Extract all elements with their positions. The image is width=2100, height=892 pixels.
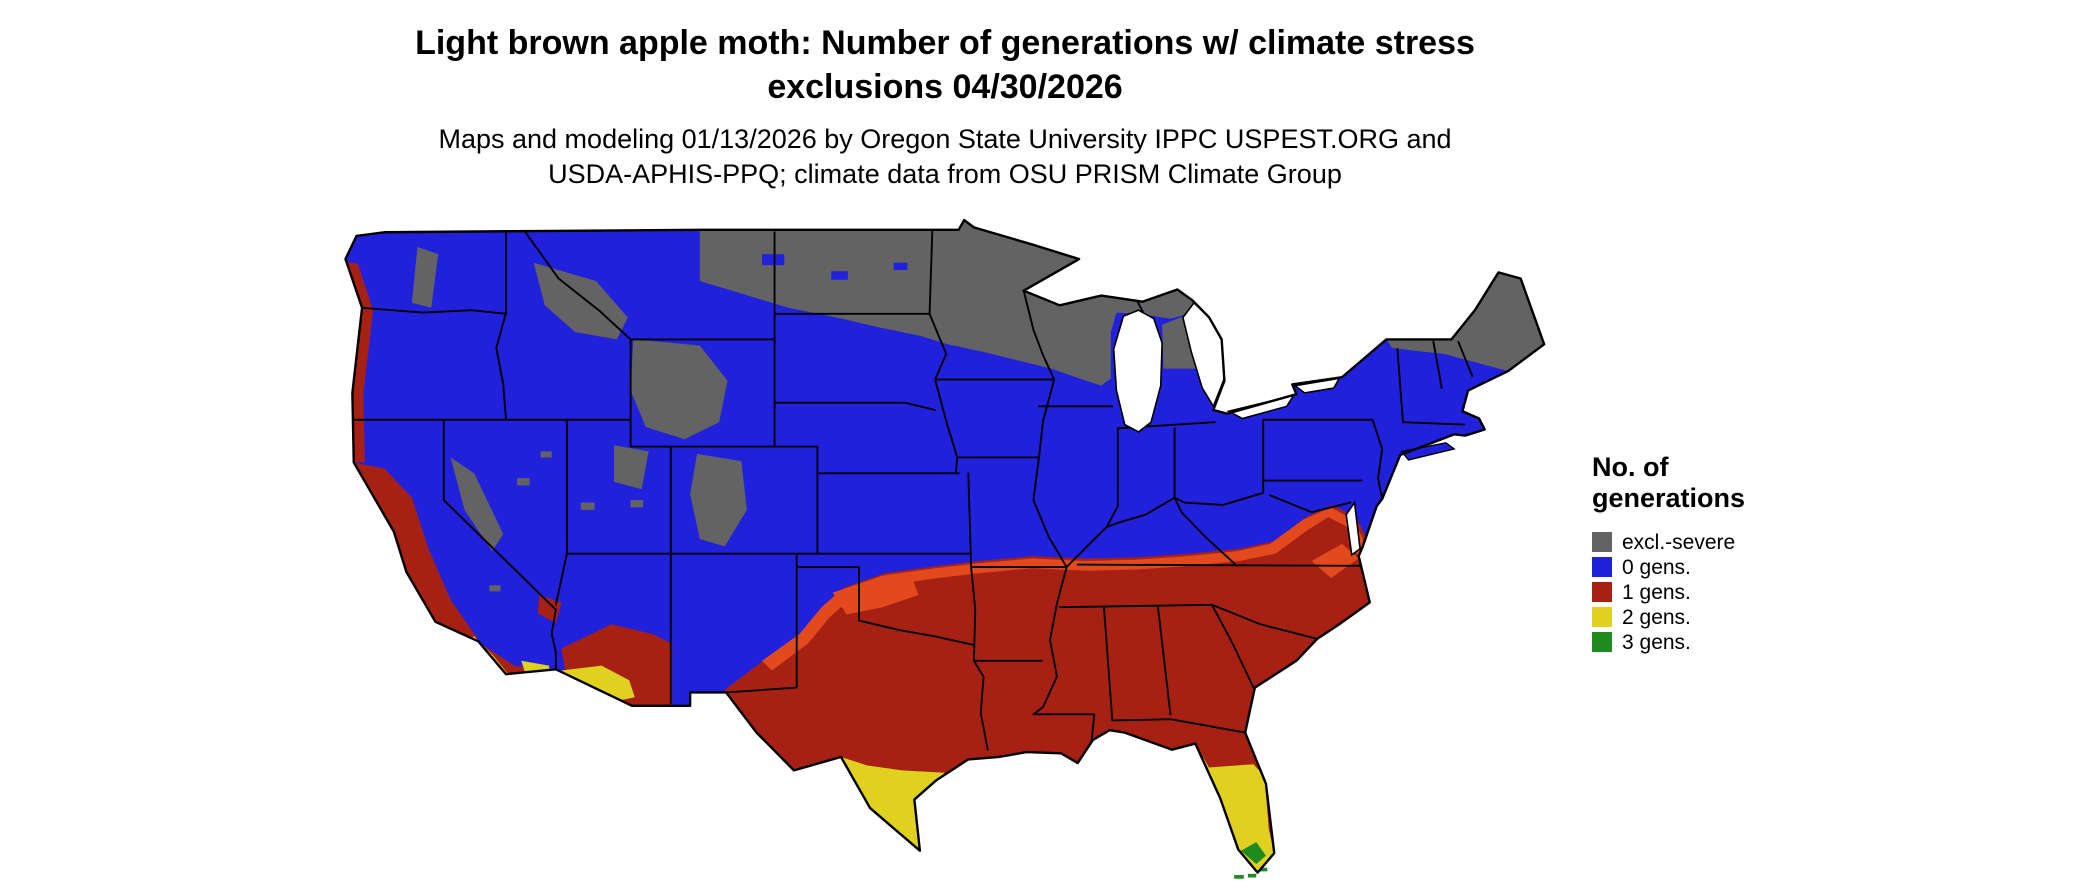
legend-items: excl.-severe 0 gens. 1 gens. 2 gens. 3 g… [1592,530,1832,655]
figure-subtitle: Maps and modeling 01/13/2026 by Oregon S… [0,122,1890,192]
map-region-3-gens [1241,842,1266,865]
legend-label: 0 gens. [1622,555,1691,579]
state-boundaries [352,230,1472,750]
legend-item: 1 gens. [1592,580,1832,605]
legend-item: 0 gens. [1592,555,1832,580]
legend-label: 3 gens. [1622,630,1691,654]
figure-title: Light brown apple moth: Number of genera… [0,22,1890,109]
map-region-excl-severe [411,220,1545,592]
legend-item: 2 gens. [1592,605,1832,630]
us-map-svg [333,214,1558,879]
legend-item: 3 gens. [1592,630,1832,655]
figure-title-line1: Light brown apple moth: Number of genera… [415,24,1475,62]
legend-title: No. of generations [1592,452,1832,514]
florida-keys [1234,867,1268,879]
legend-label: 1 gens. [1622,580,1691,604]
legend-label: excl.-severe [1622,530,1736,554]
map-region-1-gens-hot-band [762,507,1367,671]
us-outline [345,220,1544,873]
legend-title-line1: No. of [1592,452,1669,482]
figure-subtitle-line1: Maps and modeling 01/13/2026 by Oregon S… [438,124,1452,154]
legend-label: 2 gens. [1622,605,1691,629]
legend-swatch-1-gens [1592,582,1612,603]
legend-title-line2: generations [1592,482,1746,513]
us-generations-map [333,214,1558,886]
legend-swatch-2-gens [1592,607,1612,628]
lake-michigan [1114,310,1162,432]
great-lakes [1114,303,1360,555]
legend-item: excl.-severe [1592,530,1832,555]
long-island [1402,443,1455,460]
legend-swatch-0-gens [1592,557,1612,578]
figure-title-line2: exclusions 04/30/2026 [767,67,1123,106]
legend-swatch-excl-severe [1592,532,1612,553]
legend: No. of generations excl.-severe 0 gens. … [1592,452,1832,655]
chesapeake-bay [1346,503,1360,555]
map-raster-speckles [630,254,908,690]
figure-subtitle-line2: USDA-APHIS-PPQ; climate data from OSU PR… [548,159,1342,190]
legend-swatch-3-gens [1592,632,1612,653]
